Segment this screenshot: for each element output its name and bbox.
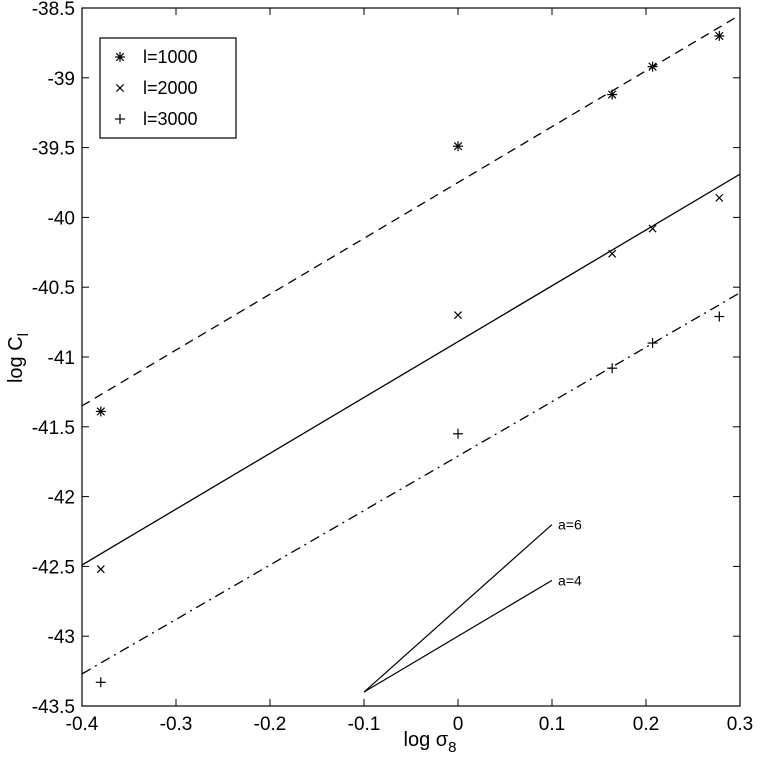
y-axis-label-subscript: l (15, 333, 32, 336)
legend-entry-l3000: l=3000 (115, 109, 198, 129)
y-axis-label: log Cl (5, 333, 32, 383)
y-tick-label: -40.5 (32, 278, 75, 299)
fit-line-l1000 (82, 14, 740, 407)
legend-marker-l1000 (115, 52, 125, 62)
chart-marks: a=6 a=4 (82, 14, 740, 693)
series-l1000 (95, 30, 725, 417)
legend-marker-glyph (115, 83, 125, 93)
data-point (95, 677, 106, 688)
y-tick-label: -41 (48, 348, 75, 369)
fit-line-l3000 (82, 292, 740, 675)
data-point (608, 249, 617, 258)
x-tick-label: 0.1 (539, 714, 565, 735)
data-point (714, 311, 725, 322)
data-point (715, 193, 724, 202)
y-tick-label: -42.5 (32, 557, 75, 578)
data-point (607, 363, 618, 374)
x-tick-label: -0.2 (254, 714, 287, 735)
y-tick-label: -42 (48, 488, 75, 509)
data-point (96, 565, 105, 574)
x-axis-label-subscript: 8 (448, 739, 456, 756)
y-tick-label: -38.5 (32, 0, 75, 20)
series-l3000 (95, 311, 725, 688)
fit-lines (82, 14, 740, 675)
data-point (648, 224, 657, 233)
x-tick-label: -0.3 (160, 714, 193, 735)
legend-marker-glyph (115, 52, 125, 62)
x-tick-label: -0.4 (66, 714, 99, 735)
legend-marker-glyph (115, 114, 125, 124)
data-point (647, 61, 658, 72)
data-point (607, 89, 618, 100)
y-axis-label-main: log C (5, 336, 27, 383)
reference-slope-a4-label: a=4 (558, 572, 582, 588)
x-tick-label: 0.3 (727, 714, 753, 735)
y-tick-label: -39 (48, 69, 75, 90)
legend-label-l1000: l=1000 (143, 47, 198, 67)
reference-slope-a4 (363, 579, 553, 693)
y-tick-label: -41.5 (32, 418, 75, 439)
series-l2000 (96, 193, 724, 574)
data-point (453, 141, 463, 152)
legend-marker-l2000 (115, 83, 125, 93)
y-tick-label: -43.5 (32, 697, 75, 718)
y-tick-label: -39.5 (32, 139, 75, 160)
data-point (453, 428, 463, 439)
y-tick-label: -43 (48, 627, 75, 648)
data-point (453, 311, 463, 320)
x-tick-label: 0 (453, 714, 464, 735)
x-axis-label-main: log σ (404, 729, 449, 751)
y-tick-label: -40 (48, 208, 75, 229)
legend-label-l3000: l=3000 (143, 109, 198, 129)
legend-entry-l2000: l=2000 (115, 78, 198, 98)
data-point (714, 30, 725, 41)
reference-slope-a6 (363, 524, 553, 693)
legend-marker-l3000 (115, 114, 125, 124)
legend-entry-l1000: l=1000 (115, 47, 198, 67)
x-tick-label: 0.2 (633, 714, 659, 735)
fit-line-l2000 (82, 173, 740, 566)
axis-ticks: -0.4 -0.3 -0.2 -0.1 0 0.1 0.2 0.3 -38.5 -39 -39.5 -… (32, 0, 754, 735)
reference-slope-a6-label: a=6 (558, 517, 582, 533)
data-point (647, 338, 658, 349)
x-tick-label: -0.1 (348, 714, 381, 735)
legend: l=1000 l=2000 l=3000 (99, 37, 237, 139)
x-axis-label: log σ8 (404, 729, 457, 756)
legend-label-l2000: l=2000 (143, 78, 198, 98)
data-point (95, 406, 106, 417)
